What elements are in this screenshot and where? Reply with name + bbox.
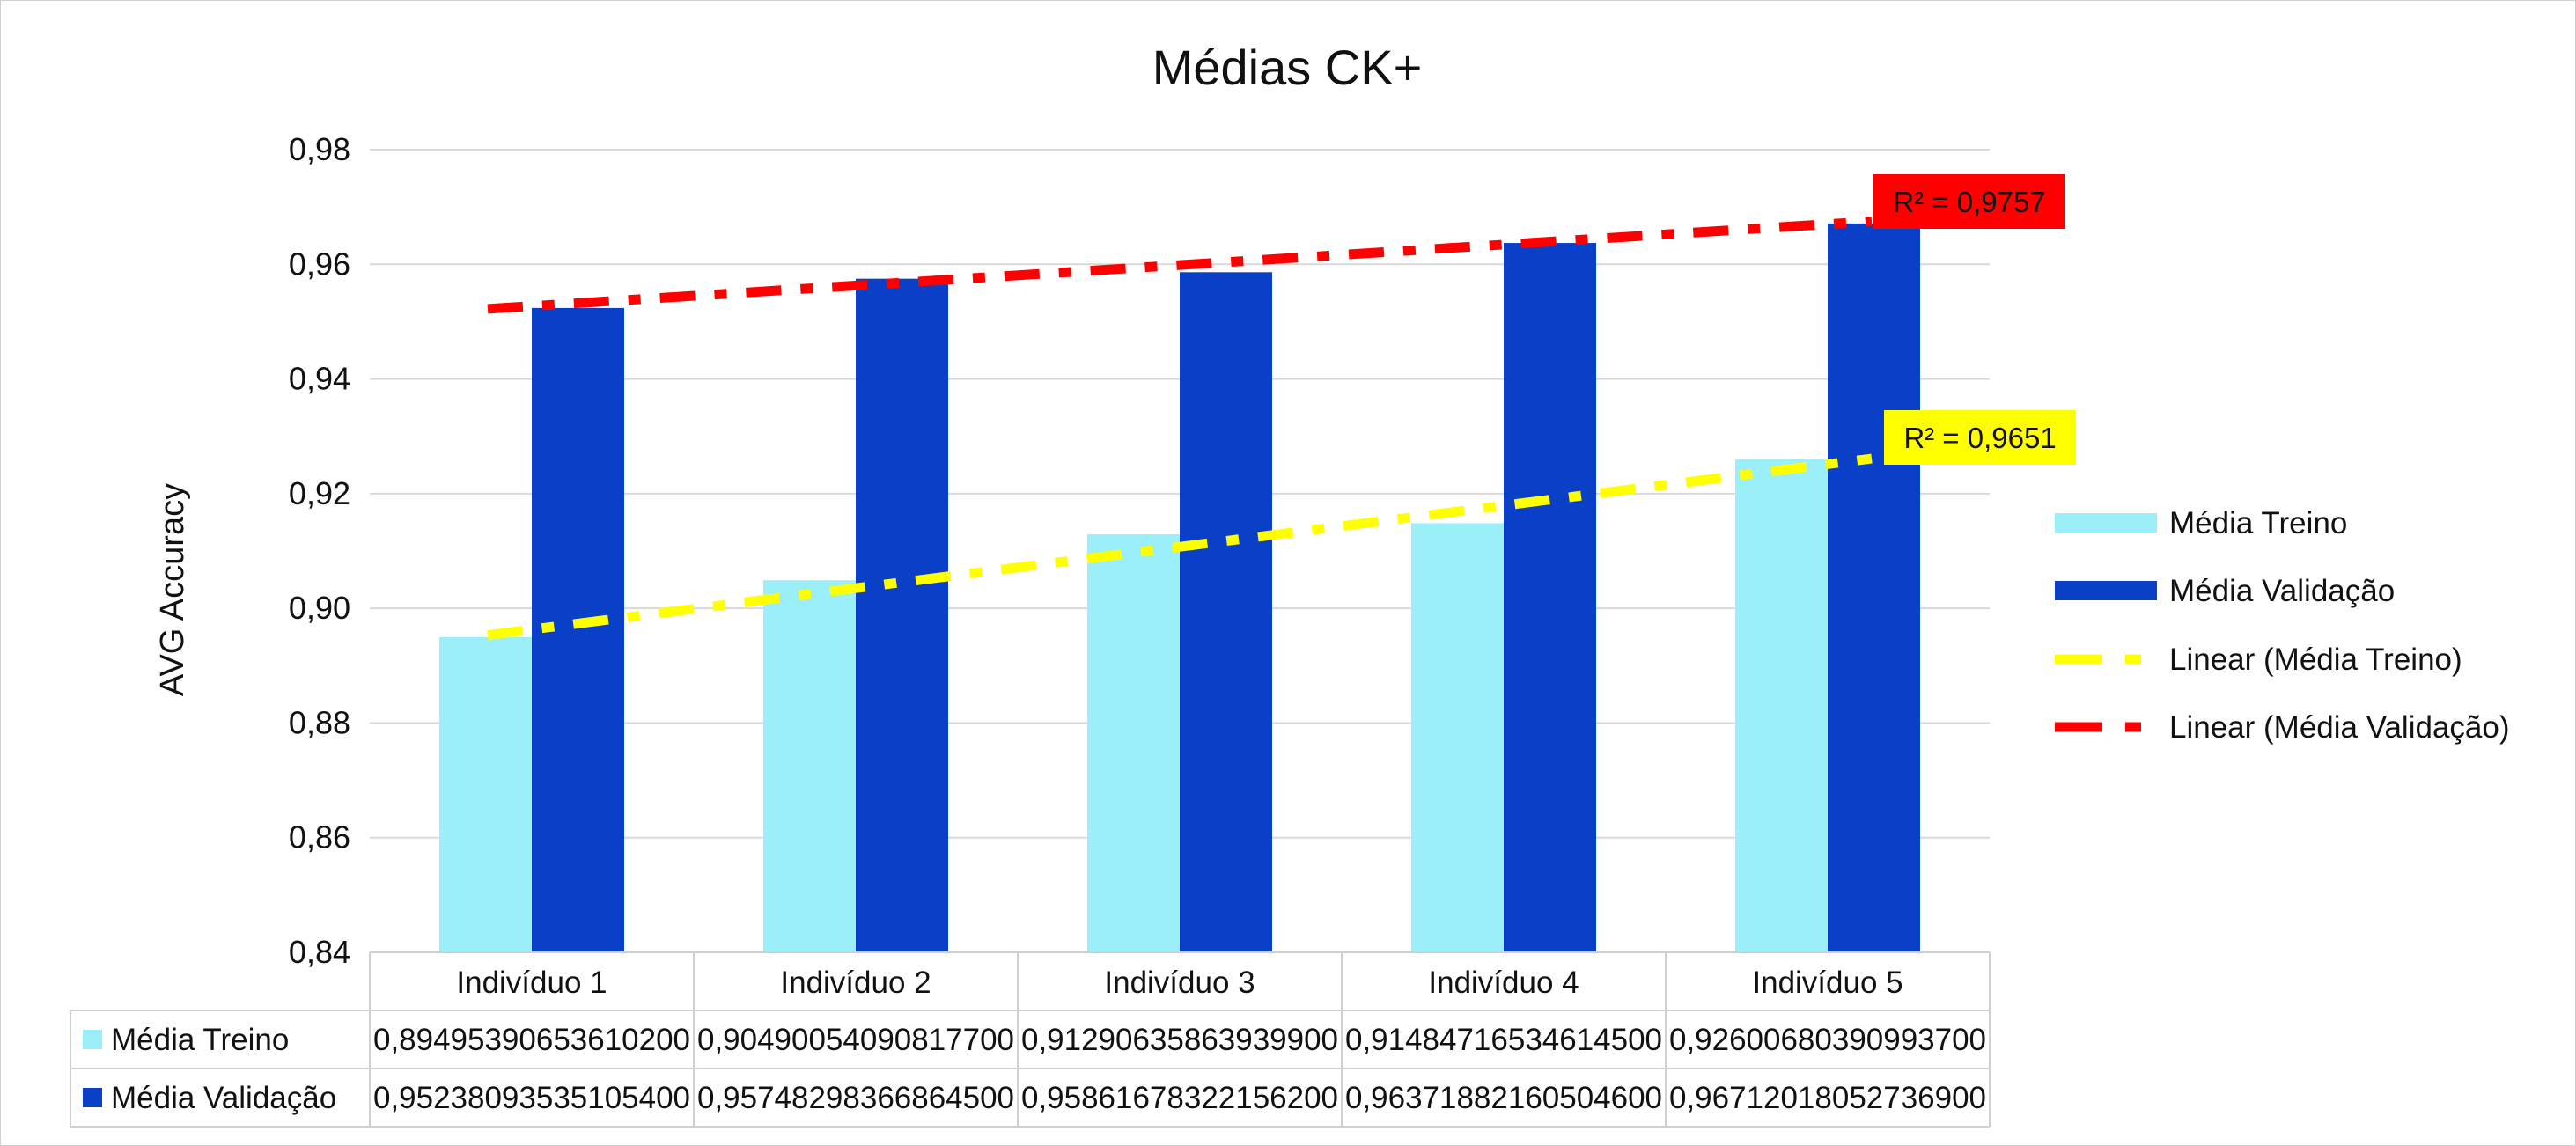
r2-label-box <box>1873 174 2065 229</box>
table-series-key <box>83 1030 102 1049</box>
table-value: 0,91290635863939900 <box>1021 1023 1338 1057</box>
table-series-name: Média Validação <box>111 1081 336 1115</box>
legend-label: Linear (Média Treino) <box>2169 643 2462 677</box>
y-tick-label: 0,96 <box>289 246 350 282</box>
legend: Média Treino Média Validação Linear (Média… <box>2055 506 2510 745</box>
y-tick-label: 0,92 <box>289 475 350 511</box>
legend-label: Média Validação <box>2169 574 2395 608</box>
table-value: 0,91484716534614500 <box>1345 1023 1662 1057</box>
y-tick-label: 0,94 <box>289 361 350 397</box>
table-value: 0,96371882160504600 <box>1345 1081 1662 1115</box>
bars <box>439 223 1920 953</box>
y-tick-labels: 0,84 0,86 0,88 0,90 0,92 0,94 0,96 0,98 <box>289 131 350 970</box>
x-tick-label: Indivíduo 3 <box>1104 966 1255 1000</box>
chart-title: Médias CK+ <box>1152 40 1423 95</box>
legend-label: Linear (Média Validação) <box>2169 710 2510 745</box>
legend-label: Média Treino <box>2169 506 2347 540</box>
trendlines: R² = 0,9651 R² = 0,9757 <box>487 174 2076 640</box>
table-series-key <box>83 1088 102 1107</box>
table-value: 0,89495390653610200 <box>373 1023 690 1057</box>
x-tick-label: Indivíduo 5 <box>1752 966 1903 1000</box>
y-tick-label: 0,90 <box>289 590 350 626</box>
table-value: 0,90490054090817700 <box>697 1023 1014 1057</box>
bar-media-treino <box>439 637 532 952</box>
y-axis-label: AVG Accuracy <box>154 483 191 696</box>
table-value: 0,95238093535105400 <box>373 1081 690 1115</box>
y-tick-label: 0,86 <box>289 819 350 856</box>
r2-label-box <box>1884 410 2076 465</box>
data-table: Indivíduo 1 Indivíduo 2 Indivíduo 3 Indivíd… <box>70 951 1991 1128</box>
bar-media-treino <box>763 580 856 952</box>
y-tick-label: 0,98 <box>289 131 350 167</box>
bar-media-treino <box>1087 534 1180 952</box>
table-series-name: Média Treino <box>111 1023 289 1057</box>
table-value: 0,92600680390993700 <box>1669 1023 1986 1057</box>
table-value: 0,95748298366864500 <box>697 1081 1014 1115</box>
y-tick-label: 0,88 <box>289 704 350 740</box>
x-tick-label: Indivíduo 4 <box>1428 966 1579 1000</box>
bar-media-treino <box>1411 523 1504 952</box>
x-tick-label: Indivíduo 2 <box>780 966 931 1000</box>
trendline-media-validacao <box>487 216 1873 314</box>
y-tick-label: 0,84 <box>289 934 350 970</box>
bar-media-validacao <box>1504 243 1596 952</box>
legend-swatch <box>2055 581 2157 600</box>
table-value: 0,96712018052736900 <box>1669 1081 1986 1115</box>
table-value: 0,95861678322156200 <box>1021 1081 1338 1115</box>
r2-label: R² = 0,9651 <box>1903 422 2056 454</box>
bar-media-treino <box>1735 459 1828 952</box>
x-tick-label: Indivíduo 1 <box>456 966 607 1000</box>
legend-swatch <box>2055 513 2157 533</box>
bar-media-validacao <box>1180 272 1272 952</box>
bar-media-validacao <box>856 278 948 953</box>
bar-media-validacao <box>1828 223 1920 952</box>
trendline-media-treino <box>487 453 1873 640</box>
r2-label: R² = 0,9757 <box>1893 186 2045 218</box>
